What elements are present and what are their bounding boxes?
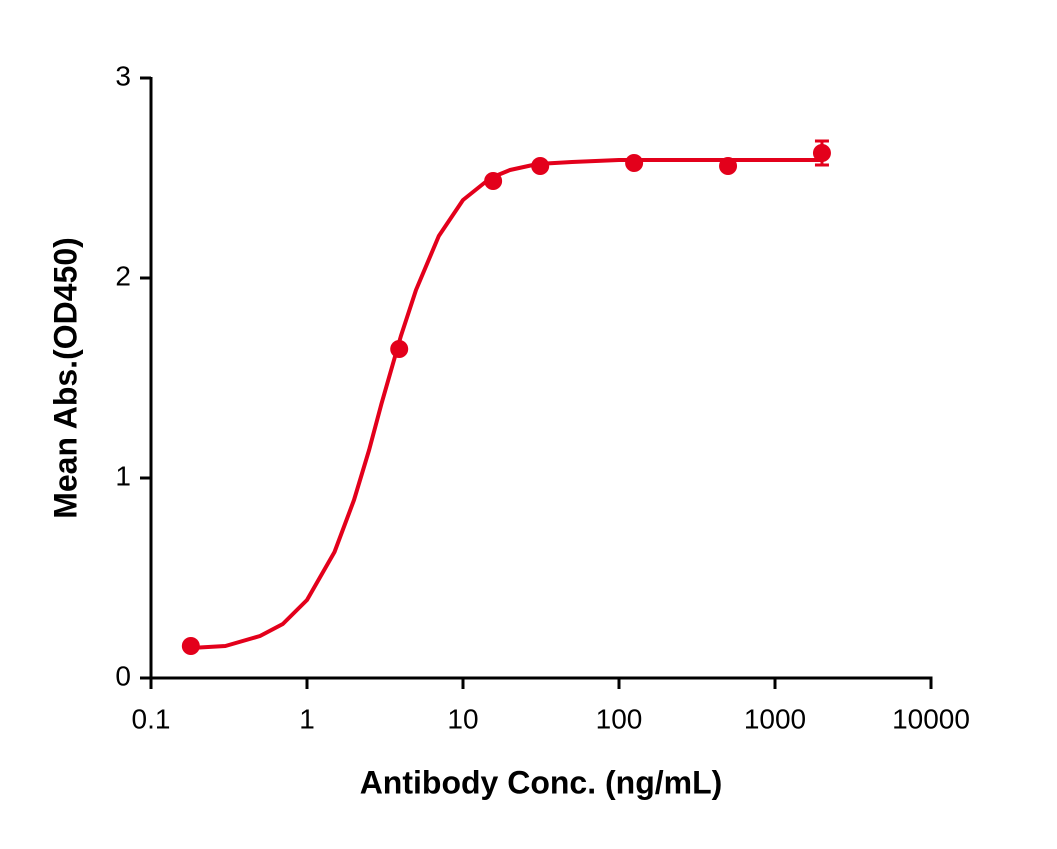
data-point: [812, 144, 831, 162]
data-point: [181, 637, 200, 655]
data-point: [625, 154, 644, 172]
x-tick-label: 100: [596, 703, 643, 734]
data-point: [390, 340, 409, 358]
x-tick-label: 10: [447, 703, 478, 734]
x-tick-label: 10000: [892, 703, 970, 734]
x-axis-title: Antibody Conc. (ng/mL): [360, 764, 723, 800]
y-tick-label: 0: [115, 660, 131, 691]
fit-curve: [190, 158, 822, 650]
y-tick-label: 1: [115, 460, 131, 491]
data-point: [484, 172, 503, 190]
y-axis-title: Mean Abs.(OD450): [47, 237, 83, 519]
data-point: [531, 157, 550, 175]
x-tick-label: 1: [299, 703, 315, 734]
y-tick-label: 2: [115, 260, 131, 291]
y-tick-label: 3: [115, 60, 131, 91]
data-point: [719, 157, 738, 175]
x-tick-label: 0.1: [132, 703, 171, 734]
x-tick-label: 1000: [744, 703, 806, 734]
